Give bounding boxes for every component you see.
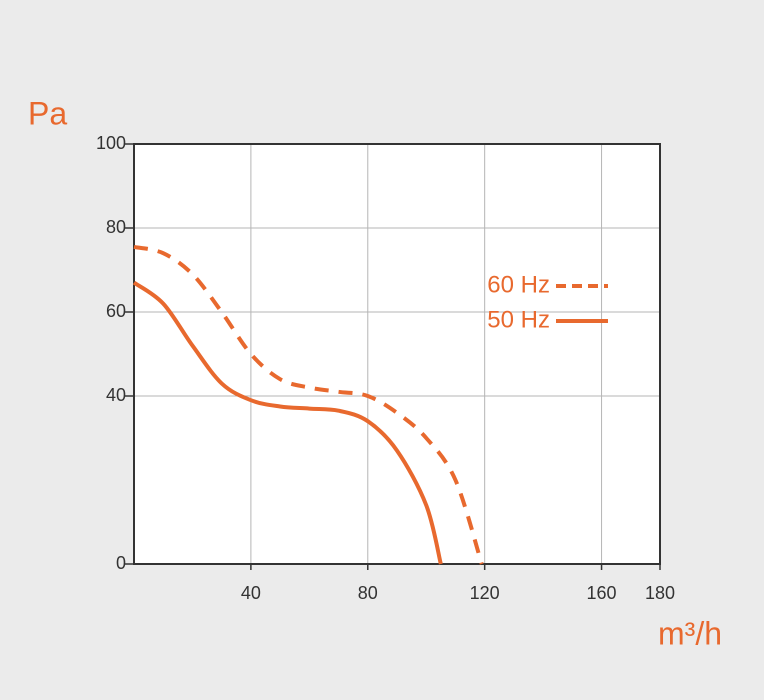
legend-label: 50 Hz <box>487 306 550 333</box>
y-tick-label: 80 <box>106 217 126 237</box>
x-axis-label: m³/h <box>658 615 722 651</box>
series-line <box>133 244 484 565</box>
plot-border <box>133 143 661 565</box>
x-tick-label: 160 <box>587 583 617 603</box>
legend-label: 60 Hz <box>487 271 550 298</box>
x-tick-label: 180 <box>645 583 675 603</box>
plot-area <box>134 144 660 564</box>
x-tick-label: 120 <box>470 583 500 603</box>
x-tick-label: 40 <box>241 583 261 603</box>
y-axis-label: Pa <box>28 95 67 131</box>
y-tick-label: 60 <box>106 301 126 321</box>
y-tick-label: 100 <box>96 133 126 153</box>
series-line <box>132 280 443 565</box>
x-tick-label: 80 <box>358 583 378 603</box>
y-tick-label: 40 <box>106 385 126 405</box>
y-tick-label: 0 <box>116 553 126 573</box>
